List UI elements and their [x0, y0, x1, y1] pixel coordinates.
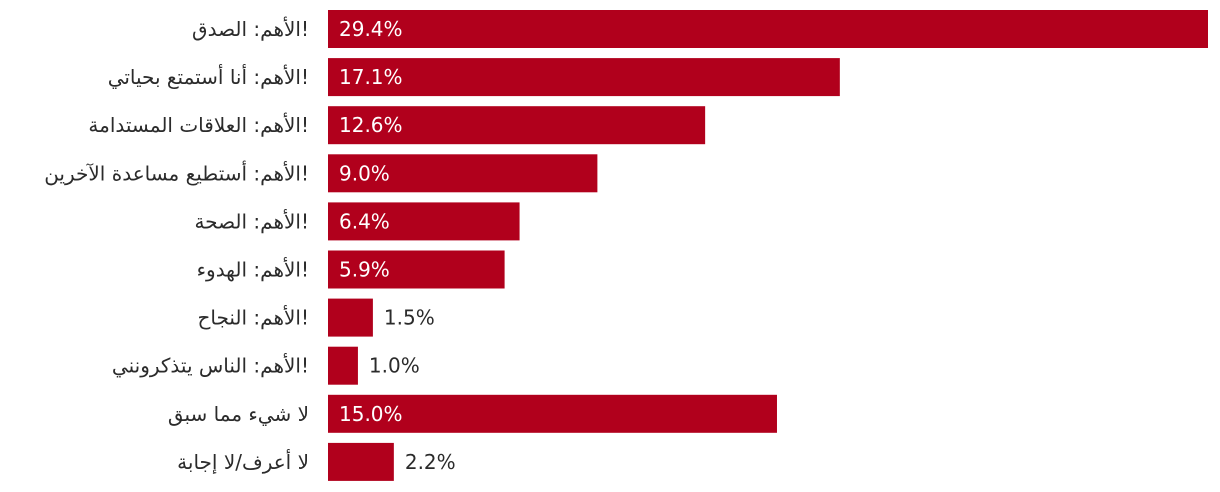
value-label: 1.0%: [369, 354, 420, 378]
category-label: !الأهم: الهدوء: [197, 258, 309, 282]
bar: [328, 250, 505, 289]
bar: [328, 394, 777, 433]
bars: [328, 10, 1208, 481]
value-label: 29.4%: [339, 17, 403, 41]
bar: [328, 58, 840, 97]
value-label: 15.0%: [339, 402, 403, 426]
bar: [328, 106, 706, 145]
category-label: !الأهم: الصحة: [194, 209, 309, 233]
category-label: !الأهم: أنا أستمتع بحياتي: [108, 64, 309, 90]
bar: [328, 442, 394, 481]
value-label: 17.1%: [339, 65, 403, 89]
bar: [328, 154, 598, 193]
category-label: لا شيء مما سبق: [168, 402, 309, 427]
value-label: 6.4%: [339, 209, 390, 233]
bar: [328, 202, 520, 241]
value-label: 2.2%: [405, 450, 456, 474]
category-label: !الأهم: أستطيع مساعدة الآخرين: [44, 160, 309, 185]
value-label: 1.5%: [384, 306, 435, 330]
category-label: !الأهم: العلاقات المستدامة: [88, 113, 309, 137]
category-labels: !الأهم: الصدق !الأهم: أنا أستمتع بحياتي !ا…: [44, 17, 309, 475]
category-label: لا أعرف/لا إجابة: [177, 449, 309, 475]
value-label: 12.6%: [339, 113, 403, 137]
bar: [328, 298, 373, 337]
bar: [328, 346, 358, 385]
value-labels: 29.4% 17.1% 12.6% 9.0% 6.4% 5.9% 1.5% 1.0% 15.0%…: [339, 17, 456, 474]
value-label: 5.9%: [339, 258, 390, 282]
category-label: !الأهم: الناس يتذكرونني: [112, 354, 309, 379]
bar: [328, 10, 1208, 48]
category-label: !الأهم: الصدق: [192, 17, 309, 41]
value-label: 9.0%: [339, 161, 390, 185]
category-label: !الأهم: النجاح: [197, 306, 309, 330]
